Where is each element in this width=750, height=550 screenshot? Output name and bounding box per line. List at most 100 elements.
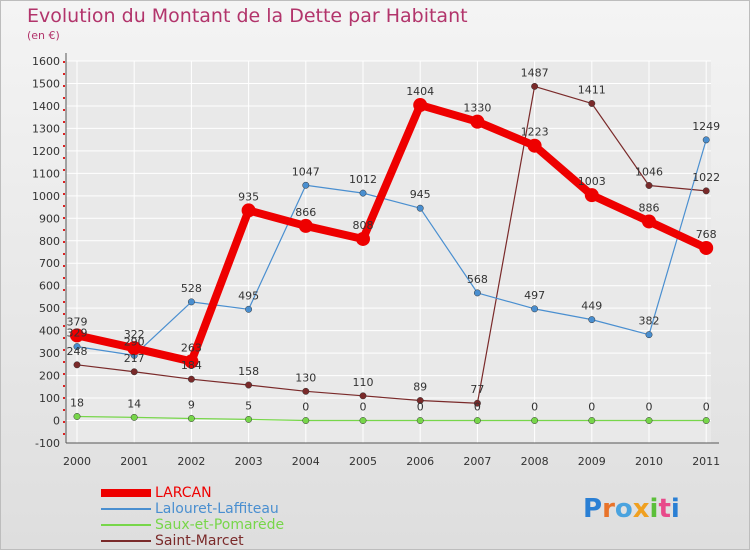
y-tick-label: 700 [39, 257, 60, 270]
data-point-saux-et-pomar-de [130, 413, 138, 421]
data-point-saint-marcet [645, 182, 653, 189]
y-tick-label: 600 [39, 280, 60, 293]
y-tick-label: 1300 [32, 122, 60, 135]
y-tick-label: 100 [39, 392, 60, 405]
data-point-saux-et-pomar-de [473, 417, 481, 424]
series-line-saux-et-pomar-de [76, 415, 707, 422]
data-label-saux-et-pomar-de: 0 [417, 401, 424, 414]
data-label-lalouret-laffiteau: 945 [410, 188, 431, 201]
data-label-saint-marcet: 1487 [521, 66, 549, 79]
data-point-larcan [413, 98, 428, 113]
data-point-lalouret-laffiteau [245, 305, 253, 313]
data-label-saint-marcet: 1046 [635, 165, 663, 178]
y-tick-label: 1200 [32, 145, 60, 158]
data-point-saint-marcet [73, 361, 81, 369]
data-point-saux-et-pomar-de [359, 417, 367, 424]
y-tick-label: 900 [39, 212, 60, 225]
legend-item: LARCAN [101, 485, 361, 501]
data-label-larcan: 1330 [463, 102, 491, 115]
data-label-saux-et-pomar-de: 14 [127, 397, 141, 410]
data-label-lalouret-laffiteau: 382 [639, 315, 660, 328]
y-tick-label: 0 [53, 415, 60, 428]
y-tick-label: 1000 [32, 190, 60, 203]
data-label-saint-marcet: 217 [124, 352, 145, 365]
data-point-lalouret-laffiteau [416, 204, 424, 212]
data-label-lalouret-laffiteau: 568 [467, 273, 488, 286]
data-label-saux-et-pomar-de: 0 [531, 401, 538, 414]
data-label-larcan: 1223 [521, 126, 549, 139]
data-label-saint-marcet: 1022 [692, 171, 720, 184]
chart-legend: LARCAN Lalouret-Laffiteau Saux-et-Pomarède… [101, 485, 361, 549]
data-point-larcan [584, 188, 599, 203]
data-point-larcan [298, 218, 313, 233]
data-point-saint-marcet [187, 375, 195, 383]
x-tick-label: 2009 [578, 455, 606, 468]
data-point-larcan [527, 138, 542, 153]
data-point-lalouret-laffiteau [588, 316, 596, 324]
data-label-saint-marcet: 110 [353, 376, 374, 389]
data-label-saux-et-pomar-de: 0 [302, 401, 309, 414]
data-label-saux-et-pomar-de: 0 [703, 401, 710, 414]
x-tick-label: 2006 [406, 455, 434, 468]
data-point-saux-et-pomar-de [73, 413, 81, 420]
x-tick-label: 2010 [635, 455, 663, 468]
data-point-larcan [241, 203, 256, 218]
data-label-lalouret-laffiteau: 1012 [349, 173, 377, 186]
x-tick-label: 2008 [521, 455, 549, 468]
data-label-larcan: 808 [353, 219, 374, 232]
data-point-lalouret-laffiteau [645, 331, 653, 339]
y-tick-label: 1500 [32, 77, 60, 90]
data-point-larcan [642, 214, 656, 229]
series-line-lalouret-laffiteau [76, 139, 707, 356]
legend-item: Lalouret-Laffiteau [101, 501, 361, 517]
data-point-saux-et-pomar-de [702, 417, 710, 424]
data-point-lalouret-laffiteau [702, 136, 710, 144]
data-label-lalouret-laffiteau: 1249 [692, 120, 720, 133]
legend-swatch [101, 540, 151, 542]
data-point-larcan [699, 240, 714, 255]
x-tick-label: 2004 [292, 455, 320, 468]
data-point-larcan [184, 354, 199, 369]
data-label-larcan: 768 [696, 228, 717, 241]
data-point-saux-et-pomar-de [645, 417, 653, 424]
data-label-larcan: 1003 [578, 175, 606, 188]
data-label-larcan: 263 [181, 341, 202, 354]
y-tick-label: 1600 [32, 55, 60, 68]
data-point-saint-marcet [245, 381, 253, 389]
legend-item: Saint-Marcet [101, 533, 361, 549]
data-point-lalouret-laffiteau [73, 343, 81, 351]
data-point-lalouret-laffiteau [302, 181, 310, 189]
y-tick-label: -100 [35, 437, 60, 450]
x-tick-label: 2005 [349, 455, 377, 468]
data-point-saux-et-pomar-de [245, 415, 253, 423]
data-label-saint-marcet: 89 [413, 381, 427, 394]
x-tick-label: 2002 [177, 455, 205, 468]
x-tick-label: 2003 [235, 455, 263, 468]
data-point-larcan [470, 114, 485, 129]
data-point-lalouret-laffiteau [187, 298, 195, 306]
legend-label: LARCAN [155, 485, 212, 501]
data-point-saint-marcet [130, 368, 138, 376]
data-label-lalouret-laffiteau: 497 [524, 289, 545, 302]
data-label-larcan: 935 [238, 190, 259, 203]
data-point-saux-et-pomar-de [416, 417, 424, 424]
data-label-saux-et-pomar-de: 0 [474, 401, 481, 414]
data-label-lalouret-laffiteau: 329 [67, 327, 88, 340]
data-label-saux-et-pomar-de: 5 [245, 399, 252, 412]
data-point-saint-marcet [302, 387, 310, 395]
data-point-saint-marcet [416, 397, 424, 404]
data-label-saint-marcet: 1411 [578, 83, 606, 96]
y-tick-label: 400 [39, 325, 60, 338]
data-label-lalouret-laffiteau: 449 [581, 300, 602, 313]
legend-item: Saux-et-Pomarède [101, 517, 361, 533]
data-point-saint-marcet [359, 392, 367, 400]
data-point-lalouret-laffiteau [359, 189, 367, 197]
data-point-lalouret-laffiteau [531, 305, 539, 313]
x-tick-label: 2000 [63, 455, 91, 468]
y-tick-label: 500 [39, 302, 60, 315]
legend-label: Saint-Marcet [155, 533, 244, 549]
data-label-saux-et-pomar-de: 9 [188, 399, 195, 412]
data-point-lalouret-laffiteau [473, 289, 481, 297]
